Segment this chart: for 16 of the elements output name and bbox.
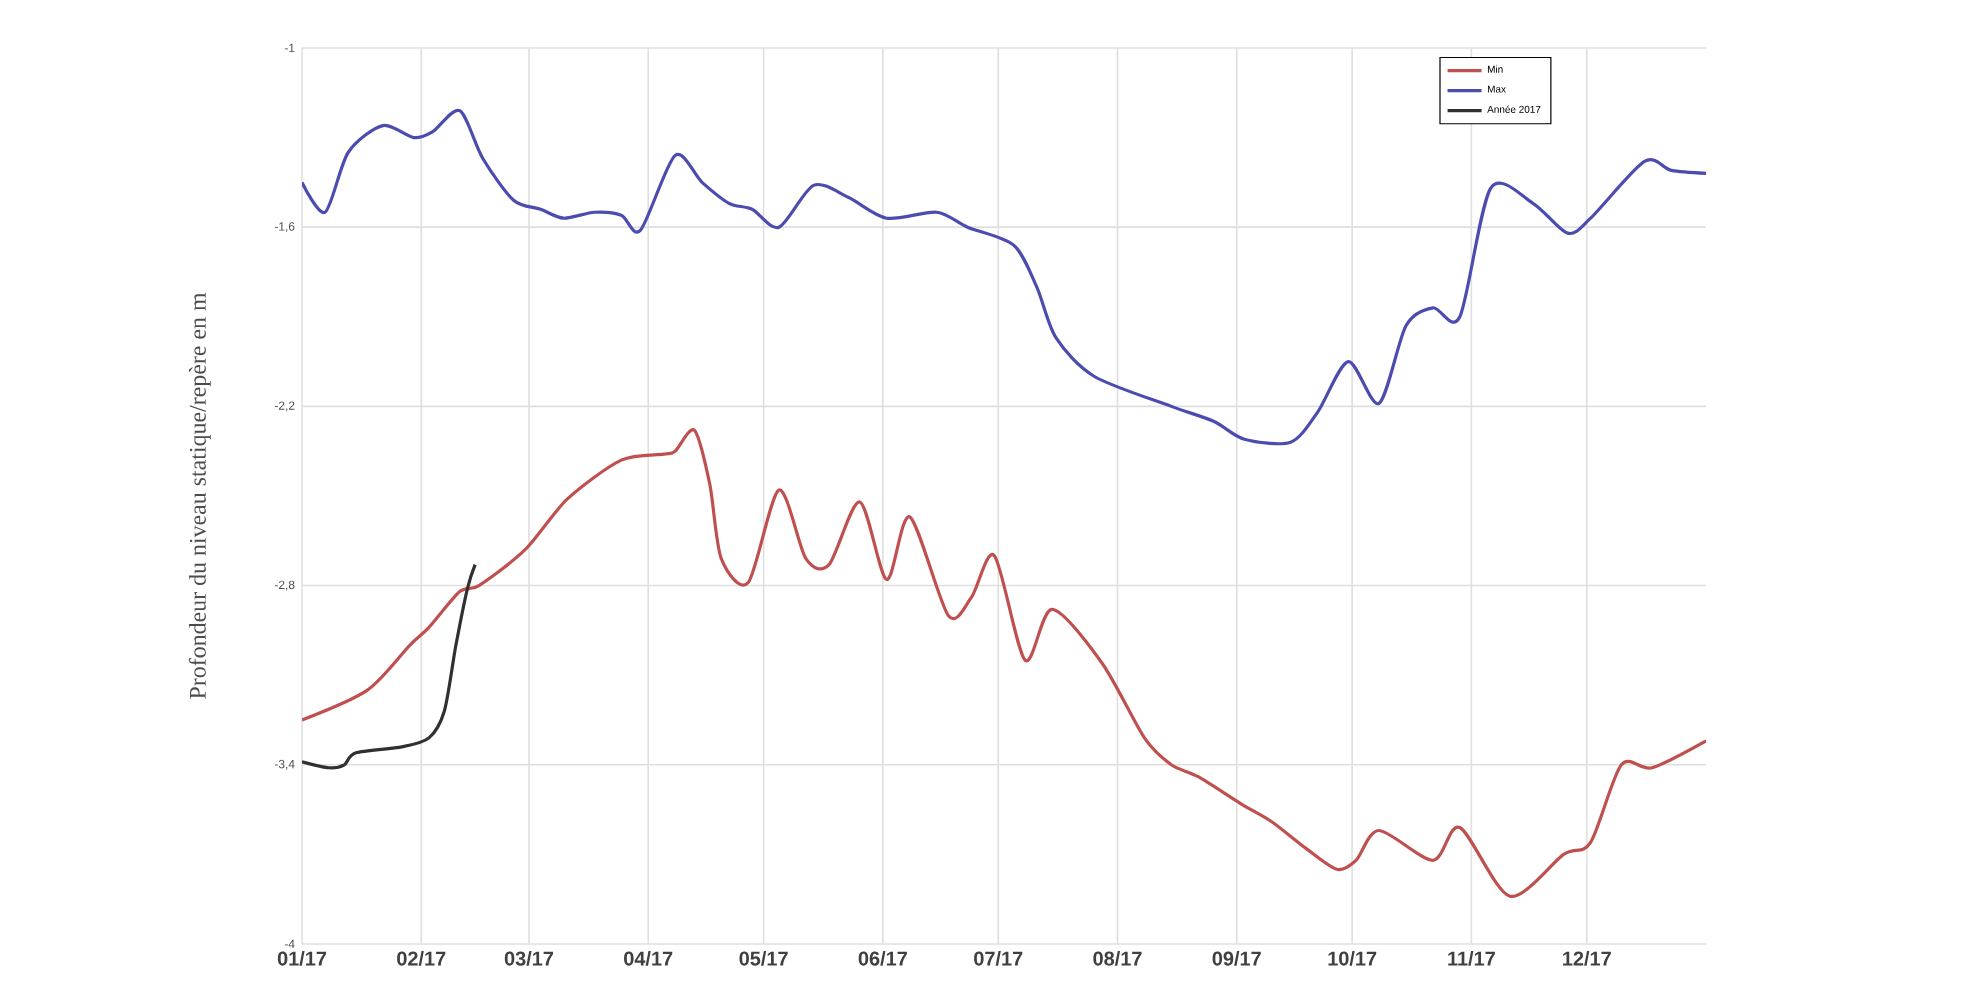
line-series <box>302 563 477 770</box>
y-axis-title: Profondeur du niveau statique/repère en m <box>188 292 211 699</box>
line-series <box>302 108 1707 445</box>
x-tick-label: 04/17 <box>624 951 673 966</box>
x-tick-label: 12/17 <box>1563 951 1611 966</box>
x-tick-label: 11/17 <box>1448 951 1495 966</box>
x-tick-label: 02/17 <box>397 951 446 966</box>
x-tick-label: 01/17 <box>277 951 327 966</box>
x-tick-label: 06/17 <box>858 951 907 966</box>
x-tick-label: 09/17 <box>1212 951 1261 966</box>
x-tick-label: 08/17 <box>1093 951 1142 966</box>
x-tick-label: 10/17 <box>1328 951 1377 966</box>
x-tick-label: 05/17 <box>739 951 788 966</box>
x-tick-label: 03/17 <box>504 951 554 966</box>
x-tick-label: 07/17 <box>974 951 1023 966</box>
line-series <box>302 428 1707 898</box>
